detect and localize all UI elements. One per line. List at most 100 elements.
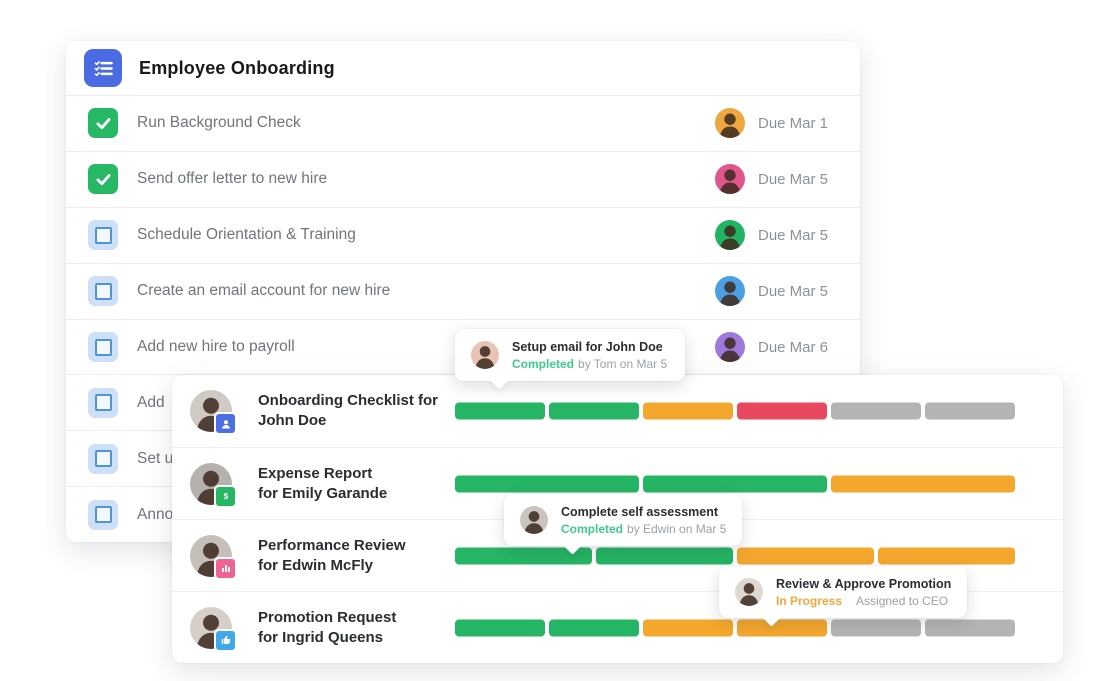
- checkbox-inner: [94, 394, 112, 412]
- workflow-avatar: [190, 606, 237, 652]
- workflow-row: $ Expense Report for Emily Garande: [172, 447, 1063, 519]
- tooltip-text: Setup email for John Doe Completed by Tom …: [512, 340, 667, 371]
- avatar-photo: [715, 220, 745, 251]
- tooltip-subtext: Completed by Tom on Mar 5: [512, 357, 667, 371]
- tooltip-text: Complete self assessment Completed by Edwi…: [561, 505, 726, 536]
- unchecked-checkbox[interactable]: [88, 332, 118, 362]
- tooltip-detail: by Tom on Mar 5: [578, 356, 668, 371]
- workflow-rows: Onboarding Checklist for John Doe $ Expense…: [172, 375, 1063, 663]
- progress-segment-gray[interactable]: [831, 619, 921, 636]
- checklist-title: Employee Onboarding: [139, 57, 335, 78]
- workflow-avatar: $: [190, 462, 237, 508]
- tooltip-subtext: Completed by Edwin on Mar 5: [561, 522, 726, 536]
- progress-segment-green[interactable]: [455, 547, 592, 564]
- avatar-photo: [471, 341, 499, 369]
- avatar-photo: [715, 108, 745, 139]
- unchecked-checkbox[interactable]: [88, 499, 118, 530]
- tooltip-detail: Assigned to CEO: [856, 593, 949, 608]
- unchecked-checkbox[interactable]: [88, 276, 118, 307]
- task-meta: Due Mar 1: [715, 108, 838, 139]
- workflow-title-line2: for Edwin McFly: [258, 556, 374, 574]
- assignee-avatar: [715, 332, 745, 362]
- assignee-avatar: [715, 276, 745, 307]
- progress-segment-green[interactable]: [549, 619, 639, 636]
- task-label: Add: [137, 393, 165, 411]
- due-label: Due Mar 5: [758, 282, 829, 300]
- progress-segment-gray[interactable]: [925, 619, 1015, 636]
- progress-segment-orange[interactable]: [643, 619, 733, 636]
- task-label: Run Background Check: [137, 114, 301, 132]
- tooltip-status: Completed: [512, 356, 575, 371]
- unchecked-checkbox[interactable]: [88, 387, 118, 418]
- progress-segment-orange[interactable]: [831, 475, 1015, 492]
- checkbox-inner: [94, 226, 112, 244]
- progress-segment-orange[interactable]: [737, 547, 874, 564]
- task-label: Create an email account for new hire: [137, 282, 391, 300]
- checked-checkbox[interactable]: [88, 108, 118, 139]
- checklist-row[interactable]: Schedule Orientation & Training Due Mar 5: [66, 206, 860, 263]
- unchecked-checkbox[interactable]: [88, 220, 118, 251]
- tooltip-status: In Progress: [776, 593, 843, 608]
- progress-segment-red[interactable]: [737, 402, 827, 420]
- checklist-header: Employee Onboarding: [66, 41, 860, 95]
- tooltip-status: Completed: [561, 521, 624, 536]
- progress-segment-gray[interactable]: [831, 402, 921, 420]
- avatar-photo: [735, 578, 763, 606]
- checkbox-inner: [94, 338, 112, 356]
- workflow-title: Promotion Request for Ingrid Queens: [258, 608, 396, 648]
- svg-text:$: $: [223, 492, 228, 501]
- progress-segment-gray[interactable]: [925, 402, 1015, 420]
- dollar-badge-icon: $: [214, 484, 237, 508]
- progress-segment-orange[interactable]: [643, 402, 733, 420]
- tooltip: Review & Approve Promotion In Progress Ass…: [719, 566, 968, 627]
- progress-segment-orange[interactable]: [878, 547, 1015, 564]
- task-label: Send offer letter to new hire: [137, 170, 328, 188]
- tooltip-detail: by Edwin on Mar 5: [627, 521, 727, 536]
- person-badge-icon: [214, 412, 237, 435]
- progress-segment-green[interactable]: [549, 402, 639, 420]
- checklist-rows: Run Background Check Due Mar 1 Send offer …: [66, 95, 860, 542]
- workflow-avatar: [190, 534, 237, 580]
- tooltip-title: Review & Approve Promotion: [776, 576, 952, 591]
- workflow-title: Performance Review for Edwin McFly: [258, 536, 406, 576]
- workflow-title-line1: Onboarding Checklist for: [258, 392, 439, 410]
- checklist-row[interactable]: Create an email account for new hire Due …: [66, 262, 860, 319]
- progress-segment-green[interactable]: [596, 547, 733, 564]
- unchecked-checkbox[interactable]: [88, 443, 118, 474]
- workflow-title-line1: Expense Report: [258, 464, 373, 482]
- workflow-title-line2: for Ingrid Queens: [258, 628, 384, 646]
- assignee-avatar: [715, 164, 745, 195]
- checked-checkbox[interactable]: [88, 164, 118, 195]
- progress-segment-green[interactable]: [455, 402, 545, 420]
- workflow-row: Performance Review for Edwin McFly: [172, 519, 1063, 591]
- progress-segment-orange[interactable]: [737, 619, 827, 636]
- workflow-title: Onboarding Checklist for John Doe: [258, 391, 438, 431]
- tooltip-text: Review & Approve Promotion In Progress Ass…: [776, 577, 951, 608]
- avatar-photo: [715, 164, 745, 195]
- progress-segment-green[interactable]: [643, 475, 827, 492]
- checklist-row[interactable]: Send offer letter to new hire Due Mar 5: [66, 150, 860, 207]
- task-label: Add new hire to payroll: [137, 338, 295, 355]
- workflow-avatar: [190, 390, 237, 435]
- avatar-photo: [715, 276, 745, 307]
- task-label: Anno: [137, 505, 174, 523]
- checklist-icon: [84, 49, 122, 87]
- chart-badge-icon: [214, 556, 237, 580]
- workflow-row: Promotion Request for Ingrid Queens: [172, 591, 1063, 663]
- progress-bar: [455, 547, 1015, 564]
- progress-bar: [455, 475, 1015, 492]
- thumbs-up-badge-icon: [214, 628, 237, 652]
- progress-segment-green[interactable]: [455, 475, 639, 492]
- avatar-photo: [190, 534, 232, 577]
- due-label: Due Mar 1: [758, 114, 829, 132]
- checklist-row[interactable]: Add new hire to payroll Due Mar 6: [66, 318, 860, 375]
- workflow-title-line1: Performance Review: [258, 536, 406, 554]
- due-label: Due Mar 6: [758, 338, 829, 356]
- task-label: Schedule Orientation & Training: [137, 226, 356, 244]
- task-meta: Due Mar 5: [715, 220, 838, 251]
- avatar-photo: [715, 332, 745, 362]
- progress-segment-green[interactable]: [455, 619, 545, 636]
- tooltip-avatar: [520, 506, 548, 534]
- tooltip-subtext: In Progress Assigned to CEO: [776, 594, 951, 608]
- checklist-row[interactable]: Run Background Check Due Mar 1: [66, 95, 860, 151]
